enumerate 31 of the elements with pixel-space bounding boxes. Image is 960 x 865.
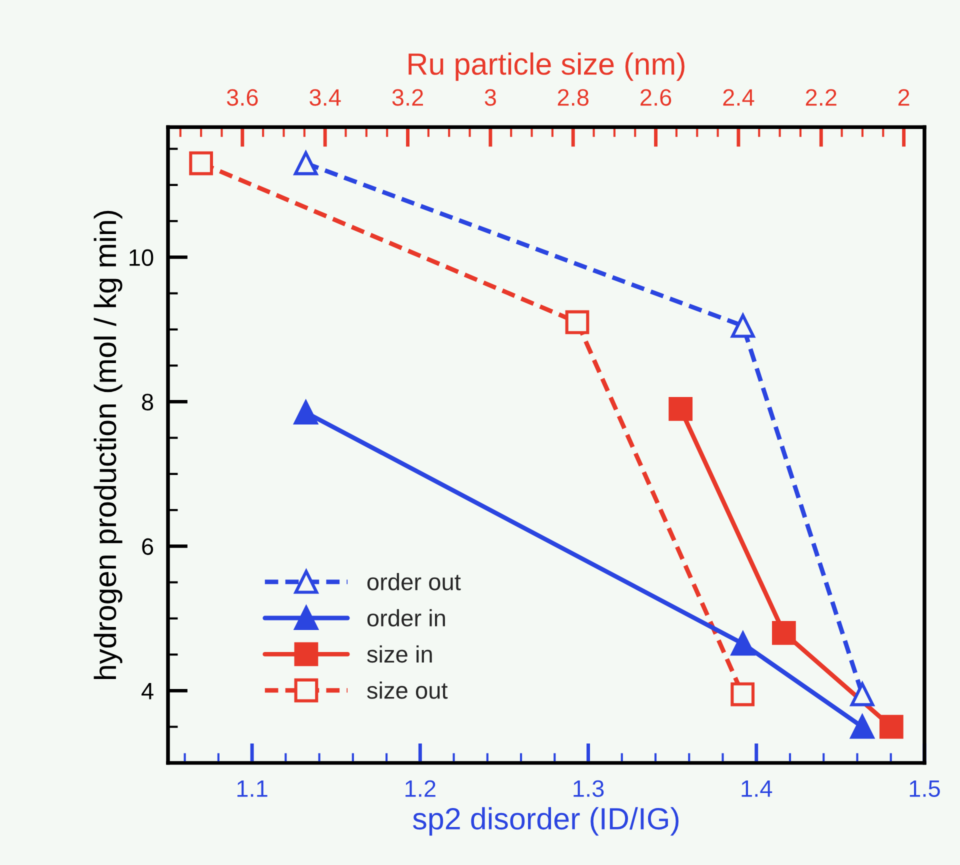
legend-label: size out	[367, 682, 448, 699]
x2-tick-label: 2.4	[723, 89, 754, 106]
point	[850, 682, 874, 706]
y-axis-title: hydrogen production (mol / kg min)	[94, 210, 122, 679]
x2-tick-label: 2.8	[558, 89, 588, 106]
x2-tick-label: 2.2	[806, 89, 836, 106]
x-tick-label: 1.1	[237, 780, 268, 797]
x-axis-title: sp2 disorder (ID/IG)	[412, 807, 678, 836]
legend-label: order out	[367, 572, 461, 590]
point	[730, 632, 755, 656]
x-tick-label: 1.4	[742, 780, 772, 797]
legend-label: order in	[367, 609, 445, 627]
x-tick-label: 1.5	[910, 780, 940, 797]
point	[294, 151, 318, 176]
y-tick-label: 4	[142, 682, 154, 700]
point	[294, 400, 318, 424]
y-tick-label: 6	[142, 538, 154, 555]
point	[850, 714, 874, 739]
x2-tick-label: 2	[898, 89, 910, 106]
x-tick-label: 1.3	[574, 780, 604, 797]
x2-axis-title: Ru particle size (nm)	[408, 52, 684, 81]
y-tick-label: 8	[142, 394, 154, 410]
legend-label: size in	[367, 645, 432, 663]
x-tick-label: 1.2	[406, 780, 436, 797]
x2-tick-label: 3.4	[310, 89, 341, 106]
y-tick-label: 10	[130, 249, 154, 266]
x2-tick-label: 2.6	[640, 89, 672, 106]
point	[730, 314, 755, 338]
x2-tick-label: 3.6	[226, 89, 258, 106]
x2-tick-label: 3	[484, 89, 496, 106]
x2-tick-label: 3.2	[392, 89, 423, 106]
